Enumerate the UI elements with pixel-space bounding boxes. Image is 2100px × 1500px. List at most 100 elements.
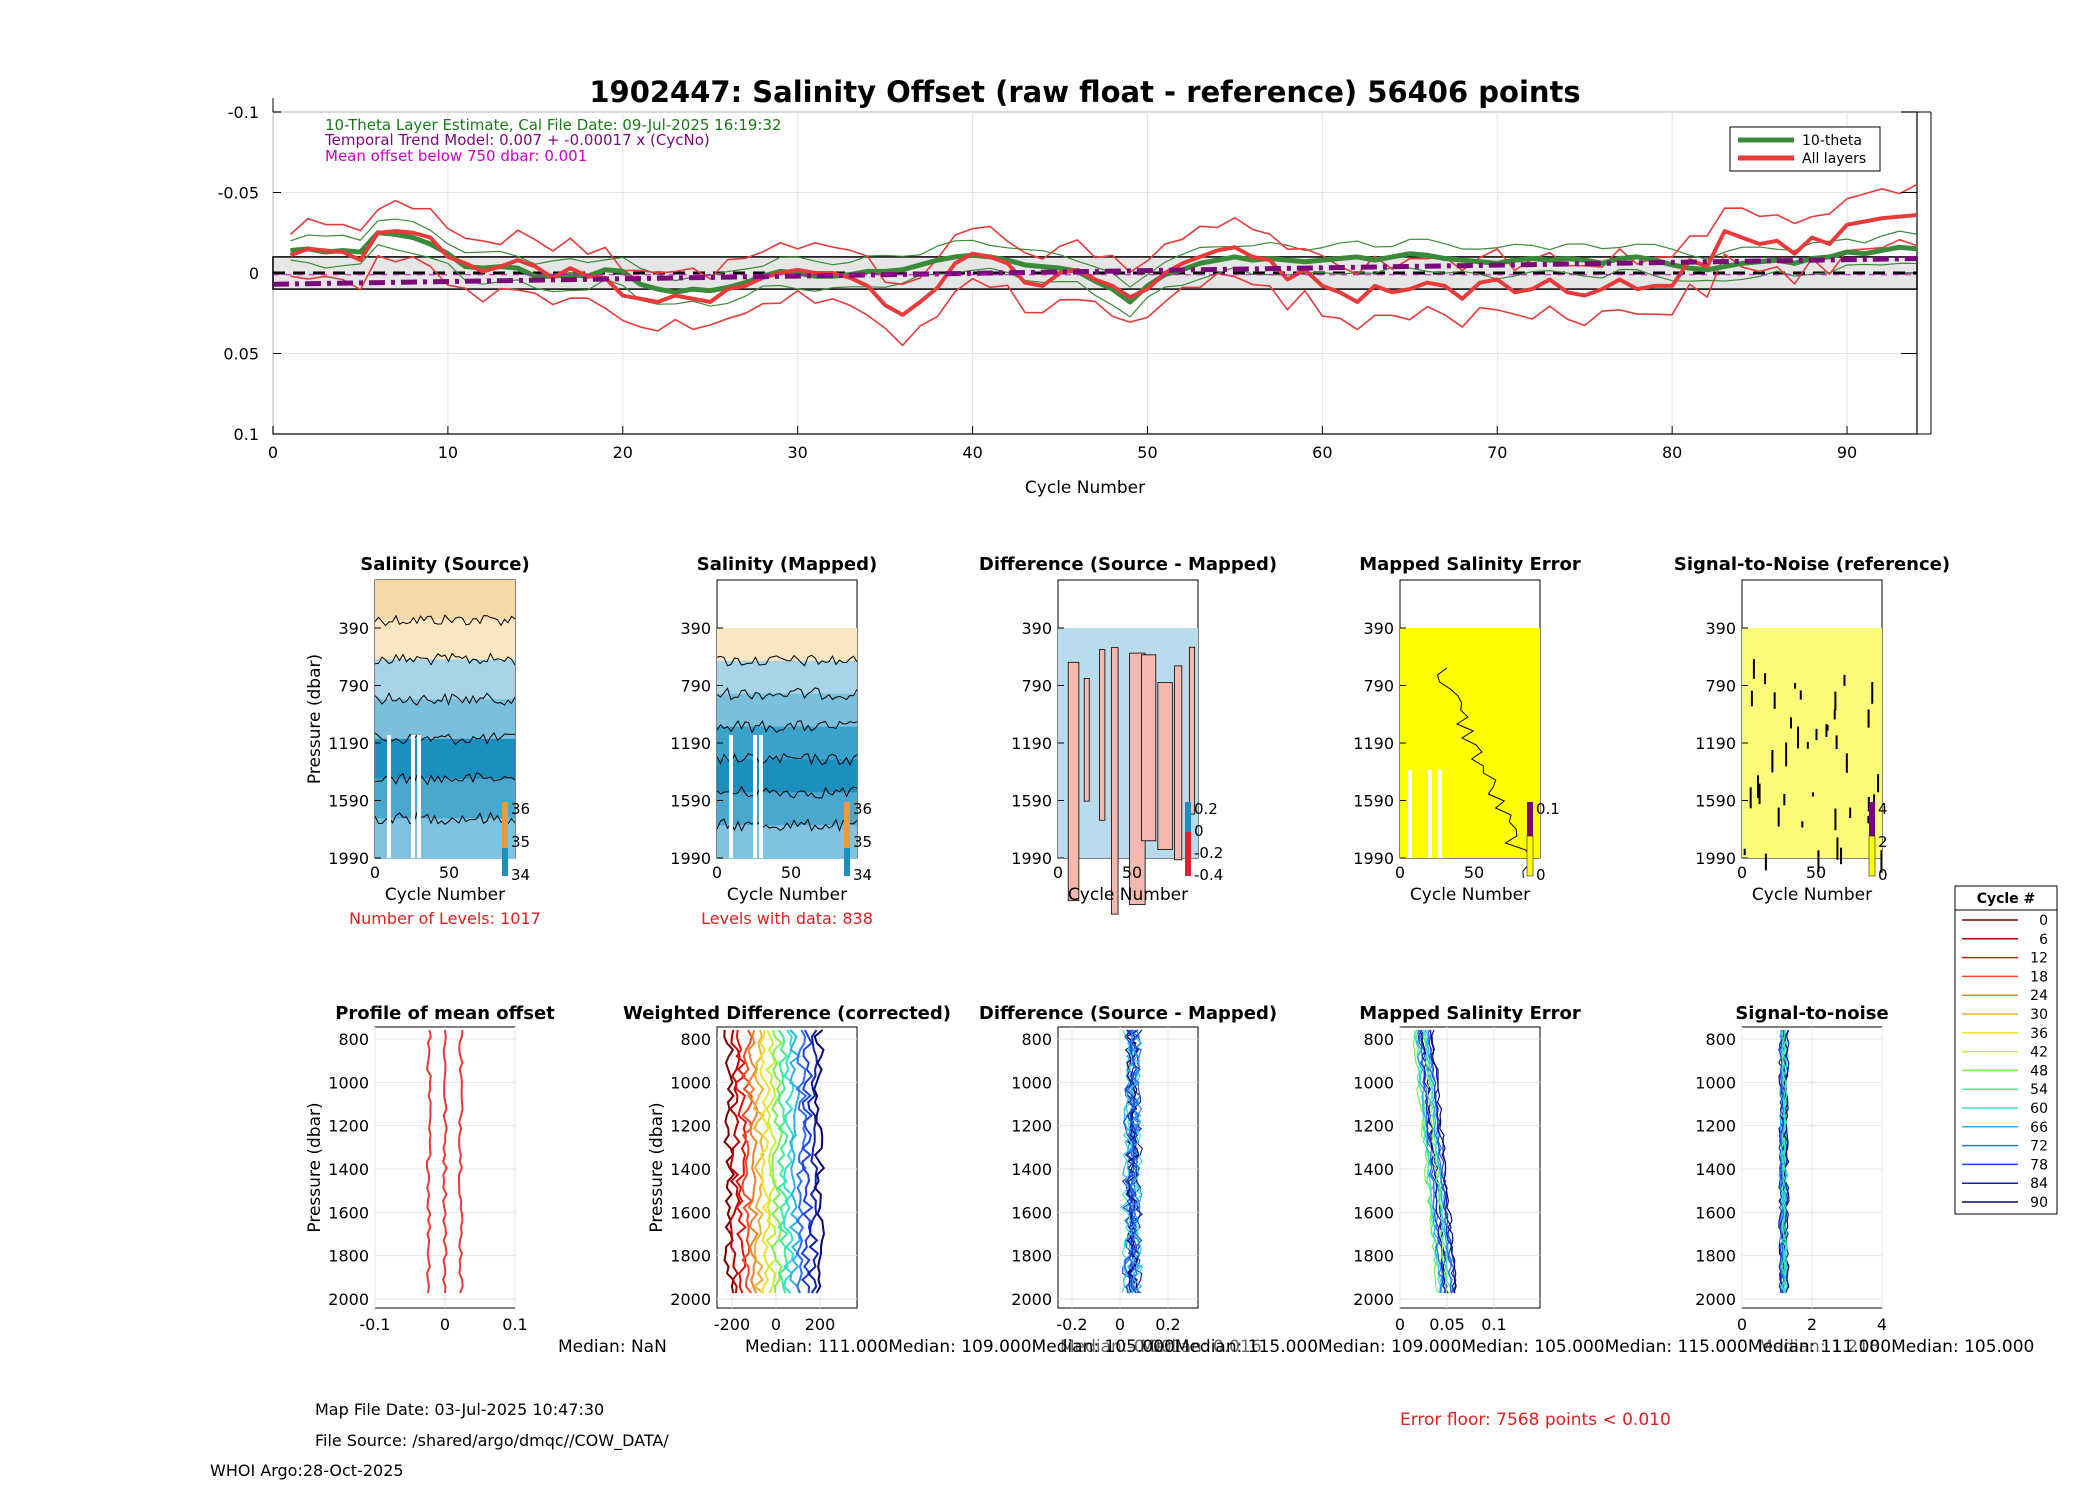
y-tick-label: 2000 [328, 1290, 369, 1309]
colorbar-label: -0.2 [1194, 844, 1223, 862]
y-tick-label: 800 [338, 1030, 369, 1049]
annotation-mean-offset: Mean offset below 750 dbar: 0.001 [325, 147, 587, 165]
profile-line [758, 1029, 771, 1294]
x-tick-label: 0 [1737, 1315, 1747, 1334]
snr-speck [1811, 792, 1814, 797]
snr-speck [1825, 724, 1828, 737]
y-tick-label: 1990 [1353, 849, 1394, 868]
cycle-legend: Cycle # 0 6 12 18 24 30 36 42 48 54 60 66 72 78 84 90 [1954, 885, 2058, 1215]
contour-line [374, 652, 516, 666]
contour-band [375, 619, 515, 661]
x-tick-label: 50 [1806, 863, 1826, 882]
panel-title: Signal-to-Noise (reference) [1674, 554, 1950, 575]
y-tick-label: 790 [338, 677, 369, 696]
y-tick-label: 790 [1021, 677, 1052, 696]
x-tick-label: 50 [1137, 443, 1157, 462]
contour-line [374, 772, 516, 786]
cycle-legend-label: 72 [2030, 1139, 2048, 1155]
profile-line [1417, 1029, 1447, 1294]
median-readouts: Median: NaN [558, 1337, 667, 1357]
snr-speck [1815, 728, 1818, 741]
ten-theta-line [290, 230, 1918, 305]
x-axis-label: Cycle Number [385, 885, 505, 905]
snr-speck [1833, 709, 1836, 720]
snr-speck [1834, 691, 1837, 711]
y-tick-label: 1190 [670, 734, 711, 753]
gap-stripe [417, 735, 421, 858]
contour-band [375, 580, 515, 621]
profile-line [1128, 1029, 1143, 1294]
contour-band [717, 726, 857, 761]
profile-line [741, 1029, 754, 1294]
y-axis-label: Pressure (dbar) [647, 1102, 667, 1232]
x-tick-label: 80 [1662, 443, 1682, 462]
profile-line [806, 1029, 820, 1294]
x-axis-label: Cycle Number [1068, 885, 1188, 905]
colorbar-label: 2 [1878, 833, 1888, 851]
colorbar-label: 34 [853, 866, 872, 884]
profile-line [1415, 1029, 1443, 1294]
colorbar-label: 0.1 [1536, 800, 1560, 818]
colorbar-top [1869, 802, 1875, 836]
panel-frame [1399, 1026, 1541, 1309]
profile-line [782, 1029, 795, 1294]
y-tick-label: 390 [338, 619, 369, 638]
diff-patch [1141, 654, 1157, 842]
y-tick-label: 1200 [670, 1117, 711, 1136]
panel-title: Difference (Source - Mapped) [979, 554, 1277, 575]
snr-speck [1789, 717, 1792, 729]
gap-stripe [729, 735, 733, 858]
profile-panel-0: Profile of mean offset 800 1000 1200 1400 160… [305, 1003, 555, 1334]
y-tick-label: 0.1 [234, 425, 259, 444]
diff-patch [1188, 646, 1196, 815]
y-tick-label: 0.05 [223, 345, 259, 364]
y-tick-label: 1000 [1011, 1073, 1052, 1092]
y-tick-label: 1200 [1011, 1117, 1052, 1136]
ten-theta-envelope-upper [290, 218, 1918, 288]
panel-title: Salinity (Mapped) [697, 554, 877, 575]
snr-speck [1877, 774, 1880, 793]
y-tick-label: 1190 [1353, 734, 1394, 753]
x-tick-label: 60 [1312, 443, 1332, 462]
section-panel-4: Signal-to-Noise (reference) 390 790 1190 159… [1674, 554, 1950, 905]
snr-speck [1806, 741, 1809, 749]
cycle-legend-label: 18 [2030, 969, 2048, 985]
snr-speck [1801, 821, 1804, 828]
contour-line [716, 687, 858, 701]
y-tick-label: 800 [1705, 1030, 1736, 1049]
cycle-legend-box [1954, 885, 2058, 1215]
contour-line [716, 719, 858, 734]
y-tick-label: 1190 [1695, 734, 1736, 753]
x-tick-label: 50 [781, 863, 801, 882]
snr-speck [1771, 749, 1774, 773]
colorbar-label: 35 [511, 833, 530, 851]
colorbar-label: 34 [511, 866, 530, 884]
x-tick-label: 0 [1115, 1315, 1125, 1334]
y-tick-label: 800 [1363, 1030, 1394, 1049]
contour-band [717, 825, 857, 859]
axes: 0 10 20 30 40 50 60 70 80 90 -0.1 -0.05 0 0.05 0.1 [218, 98, 1932, 462]
panel-title: Mapped Salinity Error [1359, 554, 1581, 575]
contour-band [717, 792, 857, 827]
median-readouts-3: Median:-0.001 [1060, 1337, 1182, 1357]
panel-title: Mapped Salinity Error [1359, 1003, 1581, 1024]
panel-title: Salinity (Source) [360, 554, 529, 575]
y-tick-label: 1200 [1353, 1117, 1394, 1136]
y-tick-label: 1000 [670, 1073, 711, 1092]
y-axis-label: Pressure (dbar) [305, 654, 325, 784]
snr-speck [1783, 793, 1786, 806]
y-tick-label: 1400 [328, 1160, 369, 1179]
y-tick-label: 390 [1705, 619, 1736, 638]
panel-note: Levels with data: 838 [701, 909, 873, 928]
contour-line [716, 785, 858, 799]
colorbar-label: 0.2 [1194, 800, 1218, 818]
y-tick-label: 1400 [1695, 1160, 1736, 1179]
colorbar-top [502, 802, 508, 848]
annotation-ten-theta: 10-Theta Layer Estimate, Cal File Date: … [325, 116, 782, 134]
y-tick-label: 1200 [328, 1117, 369, 1136]
y-tick-label: 390 [680, 619, 711, 638]
contour-line [716, 752, 858, 767]
x-tick-label: 0.2 [1155, 1315, 1180, 1334]
